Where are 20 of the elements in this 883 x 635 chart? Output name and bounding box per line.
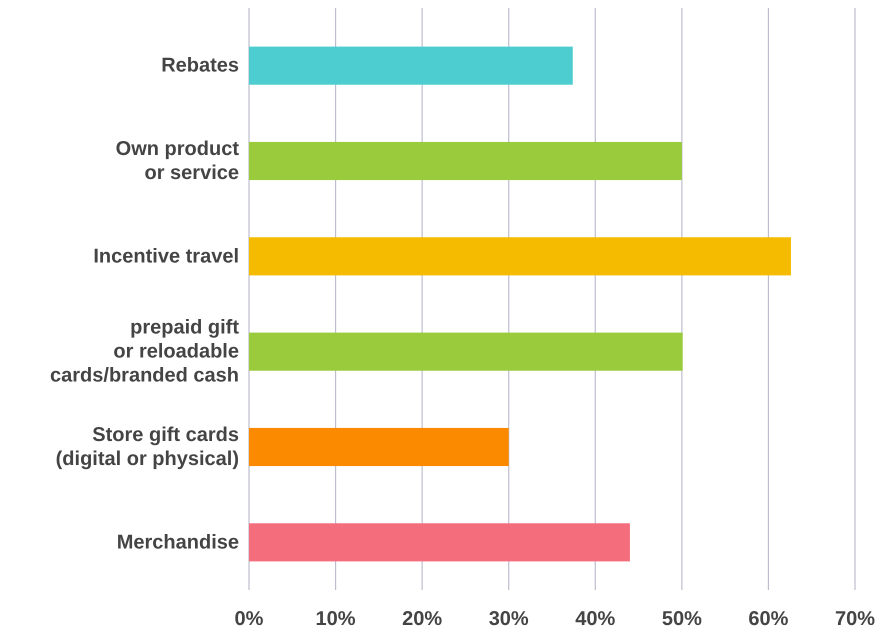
x-tick-label: 40% [575,608,616,630]
x-tick-label: 50% [662,608,702,630]
y-tick-label: Incentive travel [93,245,239,268]
x-tick-label: 60% [748,608,789,630]
bar [249,46,573,85]
bar [249,523,630,562]
x-tick-label: 70% [834,608,876,630]
x-tick-label: 10% [316,608,356,630]
x-tick-label: 0% [234,608,264,630]
bar [249,332,683,371]
x-tick-label: 30% [488,608,529,630]
x-tick-label: 20% [402,608,442,630]
bar [249,142,682,180]
y-tick-label: prepaid gift or reloadable cards/branded cash [50,316,240,387]
bar [249,237,791,276]
y-tick-label: Merchandise [116,531,239,554]
bar [249,428,509,466]
y-tick-label: Store gift cards (digital or physical) [56,424,239,470]
y-tick-label: Own product or service [116,138,240,184]
y-tick-label: Rebates [161,54,239,77]
